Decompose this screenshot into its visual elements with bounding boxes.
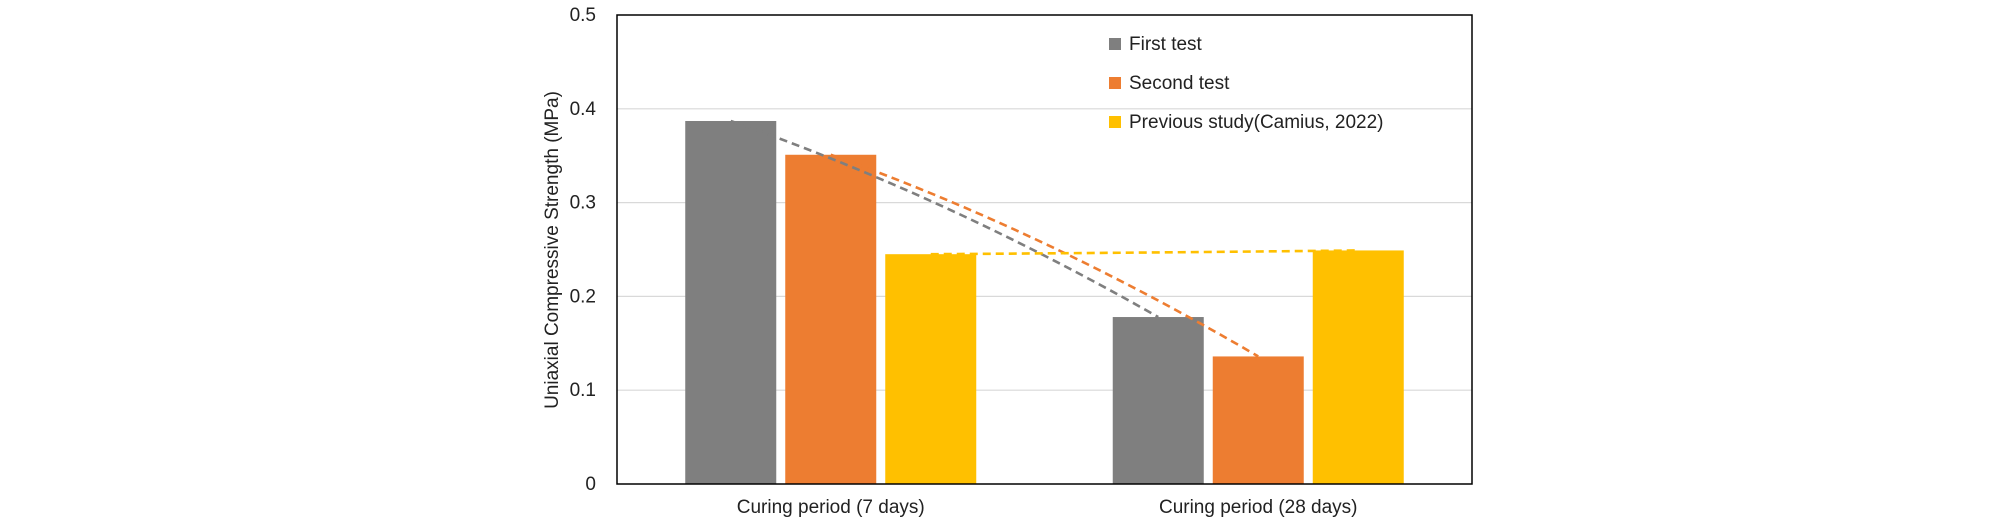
bar (885, 254, 977, 484)
y-axis-label: Uniaxial Compressive Strength (MPa) (542, 91, 563, 409)
legend-swatch (1109, 38, 1121, 50)
trendline (930, 249, 1359, 256)
plot-area-frame (616, 14, 1473, 485)
bar (785, 154, 877, 484)
y-tick-label: 0.4 (570, 99, 597, 120)
trendlines (730, 119, 1359, 358)
legend-label: First test (1129, 34, 1203, 55)
y-axis-ticks: 0 0.1 0.2 0.3 0.4 0.5 (570, 5, 597, 495)
legend: First test Second test Previous study(Cami… (1109, 34, 1384, 133)
x-axis-ticks: Curing period (7 days) Curing period (28 … (737, 497, 1358, 518)
y-tick-label: 0.3 (570, 193, 596, 214)
bar (1312, 250, 1404, 484)
x-tick-label: Curing period (7 days) (737, 497, 925, 518)
y-tick-label: 0.5 (570, 5, 596, 26)
y-tick-label: 0 (585, 474, 596, 495)
trendline (730, 119, 1159, 319)
legend-label: Previous study(Camius, 2022) (1129, 112, 1384, 133)
trendline (830, 153, 1259, 358)
bars (685, 120, 1404, 484)
legend-swatch (1109, 77, 1121, 89)
y-tick-label: 0.1 (570, 380, 596, 401)
bar (1212, 356, 1304, 484)
x-tick-label: Curing period (28 days) (1159, 497, 1358, 518)
bar (1112, 317, 1204, 484)
legend-swatch (1109, 116, 1121, 128)
legend-label: Second test (1129, 73, 1230, 94)
bar (685, 120, 777, 484)
y-tick-label: 0.2 (570, 286, 596, 307)
